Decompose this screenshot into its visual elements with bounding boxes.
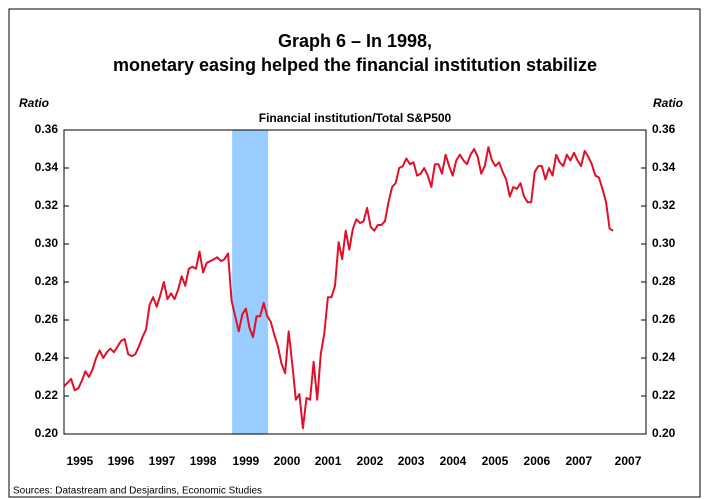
y2-axis-label: Ratio: [653, 96, 683, 110]
frame: [8, 8, 701, 498]
y2-tick-label: 0.32: [652, 198, 676, 212]
y2-tick-label: 0.34: [652, 160, 676, 174]
x-tick-label: 2005: [482, 454, 509, 468]
y-tick-label: 0.26: [35, 312, 59, 326]
x-tick-label: 1998: [190, 454, 217, 468]
y2-tick-label: 0.36: [652, 122, 676, 136]
x-tick-label: 2000: [274, 454, 301, 468]
y-tick-label: 0.22: [35, 388, 59, 402]
data-line: [63, 146, 614, 430]
x-tick-label: 2004: [440, 454, 467, 468]
x-tick-label: 2006: [524, 454, 551, 468]
x-tick-label: 1999: [233, 454, 260, 468]
y2-tick-label: 0.26: [652, 312, 676, 326]
x-tick-label: 2001: [315, 454, 342, 468]
x-tick-label: 2007: [565, 454, 592, 468]
y2-tick-label: 0.20: [652, 426, 676, 440]
chart-title: Graph 6 – In 1998,: [278, 31, 432, 51]
x-tick-label: 2002: [357, 454, 384, 468]
chart-subtitle: Financial institution/Total S&P500: [259, 111, 452, 125]
x-tick-label: 2003: [398, 454, 425, 468]
source-note: Sources: Datastream and Desjardins, Econ…: [13, 486, 262, 497]
y-tick-label: 0.36: [35, 122, 59, 136]
y2-tick-label: 0.24: [652, 350, 676, 364]
y2-tick-label: 0.22: [652, 388, 676, 402]
y-tick-label: 0.24: [35, 350, 59, 364]
y-tick-label: 0.28: [35, 274, 59, 288]
y-tick-label: 0.32: [35, 198, 59, 212]
y2-tick-label: 0.30: [652, 236, 676, 250]
y-tick-label: 0.34: [35, 160, 59, 174]
chart-title: monetary easing helped the financial ins…: [113, 55, 597, 75]
y-tick-label: 0.20: [35, 426, 59, 440]
x-tick-label: 1995: [66, 454, 93, 468]
shaded-region: [232, 130, 269, 434]
x-tick-label: 1997: [149, 454, 176, 468]
y2-tick-label: 0.28: [652, 274, 676, 288]
x-tick-label: 2007: [615, 454, 642, 468]
y-tick-label: 0.30: [35, 236, 59, 250]
x-tick-label: 1996: [108, 454, 135, 468]
y-axis-label: Ratio: [19, 96, 49, 110]
